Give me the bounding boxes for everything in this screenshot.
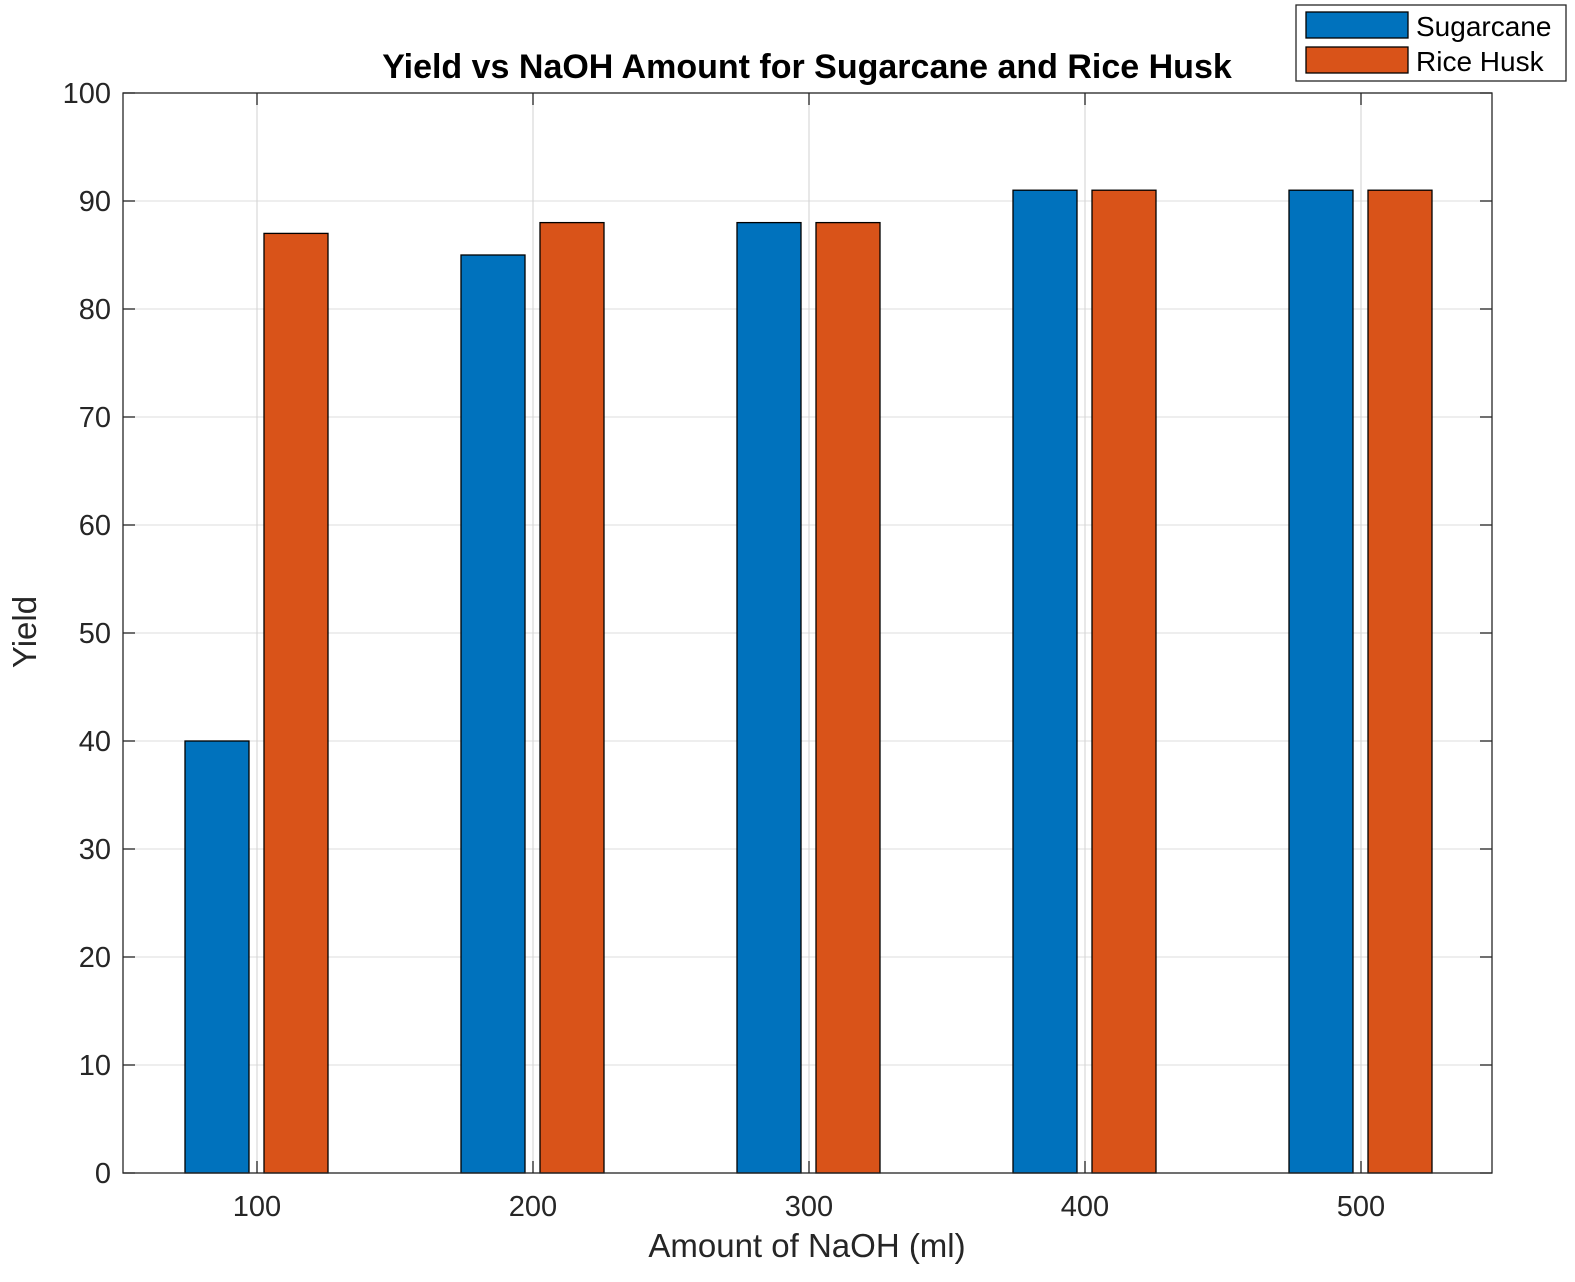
y-tick-label: 10 xyxy=(79,1050,111,1082)
legend-label-rice-husk: Rice Husk xyxy=(1416,46,1545,77)
legend-label-sugarcane: Sugarcane xyxy=(1416,11,1551,42)
bar-rice-husk xyxy=(815,221,881,1174)
legend: Sugarcane Rice Husk xyxy=(1295,4,1567,82)
legend-swatch-sugarcane xyxy=(1305,11,1409,39)
bar-rice-husk xyxy=(1091,189,1157,1174)
x-tick-label: 100 xyxy=(233,1191,281,1223)
y-tick-label: 50 xyxy=(79,618,111,650)
ticks: 0 10 20 30 40 50 60 70 80 90 100 100 200 300 400 500 xyxy=(63,78,1492,1223)
y-tick-label: 30 xyxy=(79,834,111,866)
y-axis-label: Yield xyxy=(6,596,43,668)
bar-rice-husk xyxy=(539,221,605,1174)
bars xyxy=(184,189,1433,1174)
x-tick-label: 300 xyxy=(785,1191,833,1223)
x-tick-label: 500 xyxy=(1337,1191,1385,1223)
bar-sugarcane xyxy=(1012,189,1078,1174)
y-tick-label: 20 xyxy=(79,942,111,974)
y-tick-label: 90 xyxy=(79,186,111,218)
bar-sugarcane xyxy=(1288,189,1354,1174)
y-tick-label: 60 xyxy=(79,510,111,542)
bar-sugarcane xyxy=(460,254,526,1174)
x-tick-label: 400 xyxy=(1061,1191,1109,1223)
bar-rice-husk xyxy=(263,232,329,1174)
bar-rice-husk xyxy=(1367,189,1433,1174)
bar-sugarcane xyxy=(184,740,250,1174)
chart-title: Yield vs NaOH Amount for Sugarcane and R… xyxy=(382,48,1232,86)
y-tick-label: 40 xyxy=(79,726,111,758)
y-tick-label: 70 xyxy=(79,402,111,434)
bar-sugarcane xyxy=(736,221,802,1174)
legend-swatch-rice-husk xyxy=(1305,46,1409,74)
y-tick-label: 80 xyxy=(79,294,111,326)
y-tick-label: 0 xyxy=(95,1158,111,1190)
y-tick-label: 100 xyxy=(63,78,111,110)
x-axis-label: Amount of NaOH (ml) xyxy=(648,1227,965,1264)
x-tick-label: 200 xyxy=(509,1191,557,1223)
